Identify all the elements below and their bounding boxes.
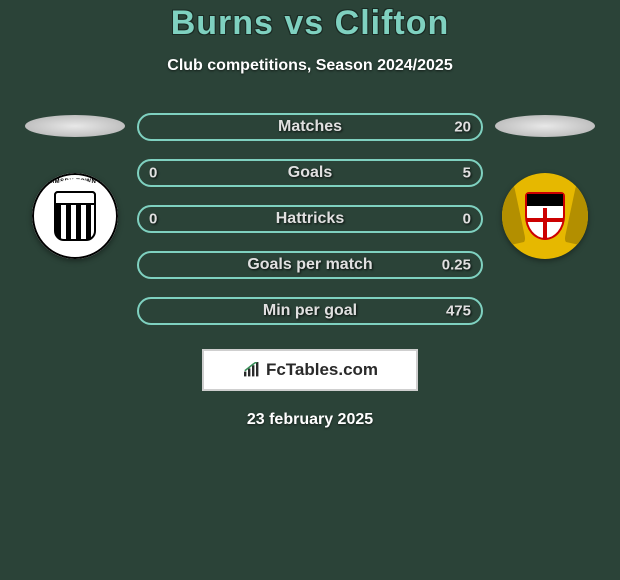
comparison-subtitle: Club competitions, Season 2024/2025 [0,57,620,75]
stat-bars: Matches 20 0 Goals 5 0 Hattricks 0 Goals… [137,113,483,325]
stat-value-right: 20 [454,119,471,136]
club-badge-right [502,173,588,259]
fctables-link[interactable]: FcTables.com [202,349,418,391]
stat-label: Matches [278,118,342,136]
stat-bar-matches: Matches 20 [137,113,483,141]
stat-value-left: 0 [149,165,157,182]
stat-label: Min per goal [263,302,357,320]
comparison-date: 23 february 2025 [0,411,620,429]
player-right-avatar-placeholder [495,115,595,137]
fctables-brand-text: FcTables.com [266,360,378,380]
stat-value-right: 0 [463,211,471,228]
stat-value-right: 0.25 [442,257,471,274]
bar-chart-icon [242,362,262,378]
stat-label: Hattricks [276,210,344,228]
player-right-column [495,113,595,259]
stat-value-right: 475 [446,303,471,320]
player-left-column: GRIMSBY TOWN FC [25,113,125,259]
stat-bar-goals: 0 Goals 5 [137,159,483,187]
stats-area: GRIMSBY TOWN FC Matches 20 0 Goals 5 [0,113,620,325]
stat-bar-min-per-goal: Min per goal 475 [137,297,483,325]
stat-label: Goals [288,164,332,182]
stat-bar-goals-per-match: Goals per match 0.25 [137,251,483,279]
player-left-avatar-placeholder [25,115,125,137]
comparison-title: Burns vs Clifton [0,4,620,43]
stat-label: Goals per match [247,256,372,274]
stat-bar-hattricks: 0 Hattricks 0 [137,205,483,233]
stat-value-left: 0 [149,211,157,228]
stat-value-right: 5 [463,165,471,182]
club-badge-left: GRIMSBY TOWN FC [32,173,118,259]
